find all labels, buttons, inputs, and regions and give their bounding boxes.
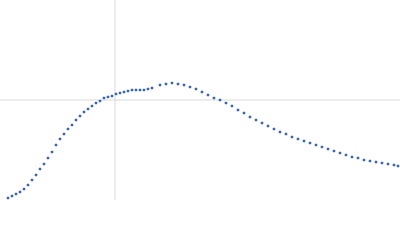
chart bbox=[0, 0, 400, 200]
data-point bbox=[130, 88, 134, 92]
data-point bbox=[260, 121, 264, 125]
data-point bbox=[114, 92, 118, 96]
data-point bbox=[386, 162, 390, 166]
data-point bbox=[46, 156, 50, 160]
data-point bbox=[266, 124, 270, 128]
data-point bbox=[6, 196, 10, 200]
data-point bbox=[30, 178, 34, 182]
data-point bbox=[308, 141, 312, 145]
data-point bbox=[296, 137, 300, 141]
data-point bbox=[70, 123, 74, 127]
data-point bbox=[150, 86, 154, 90]
data-point bbox=[74, 118, 78, 122]
data-point bbox=[374, 160, 378, 164]
data-point bbox=[158, 83, 162, 87]
data-point bbox=[86, 107, 90, 111]
data-point bbox=[338, 151, 342, 155]
data-point bbox=[78, 114, 82, 118]
data-point bbox=[368, 159, 372, 163]
data-point bbox=[200, 90, 204, 94]
data-point bbox=[98, 99, 102, 103]
data-point bbox=[66, 127, 70, 131]
data-point bbox=[22, 187, 26, 191]
data-point bbox=[118, 91, 122, 95]
data-point bbox=[272, 127, 276, 131]
data-point bbox=[164, 82, 168, 86]
data-point bbox=[10, 194, 14, 198]
data-point bbox=[188, 85, 192, 89]
data-point bbox=[62, 132, 66, 136]
data-point bbox=[38, 167, 42, 171]
data-point bbox=[392, 163, 396, 167]
data-point bbox=[170, 81, 174, 85]
data-point bbox=[102, 96, 106, 100]
data-point bbox=[236, 108, 240, 112]
data-point bbox=[320, 145, 324, 149]
data-point bbox=[176, 82, 180, 86]
data-point bbox=[218, 98, 222, 102]
data-point bbox=[58, 137, 62, 141]
data-point bbox=[230, 104, 234, 108]
data-point bbox=[26, 183, 30, 187]
data-point bbox=[380, 161, 384, 165]
data-point bbox=[146, 87, 150, 91]
data-point bbox=[302, 139, 306, 143]
data-point bbox=[396, 164, 400, 168]
data-point bbox=[362, 158, 366, 162]
data-point bbox=[350, 155, 354, 159]
data-point bbox=[254, 118, 258, 122]
data-point bbox=[290, 135, 294, 139]
data-point bbox=[122, 90, 126, 94]
data-point bbox=[206, 93, 210, 97]
data-point bbox=[110, 94, 114, 98]
data-point bbox=[182, 83, 186, 87]
data-point bbox=[18, 190, 22, 194]
data-point bbox=[314, 143, 318, 147]
data-point bbox=[224, 101, 228, 105]
data-point bbox=[126, 89, 130, 93]
data-point bbox=[284, 132, 288, 136]
data-point bbox=[332, 149, 336, 153]
data-point bbox=[14, 192, 18, 196]
data-point bbox=[138, 88, 142, 92]
data-point bbox=[212, 96, 216, 100]
data-point bbox=[106, 95, 110, 99]
data-point bbox=[50, 150, 54, 154]
data-point bbox=[94, 101, 98, 105]
data-point bbox=[82, 110, 86, 114]
data-point bbox=[356, 156, 360, 160]
data-point bbox=[42, 162, 46, 166]
data-point bbox=[248, 115, 252, 119]
data-point bbox=[90, 104, 94, 108]
data-point bbox=[344, 153, 348, 157]
data-point bbox=[142, 88, 146, 92]
data-point bbox=[54, 143, 58, 147]
data-point bbox=[34, 173, 38, 177]
data-point bbox=[194, 87, 198, 91]
data-point bbox=[326, 147, 330, 151]
data-point bbox=[278, 130, 282, 134]
data-point bbox=[242, 111, 246, 115]
data-point bbox=[134, 88, 138, 92]
